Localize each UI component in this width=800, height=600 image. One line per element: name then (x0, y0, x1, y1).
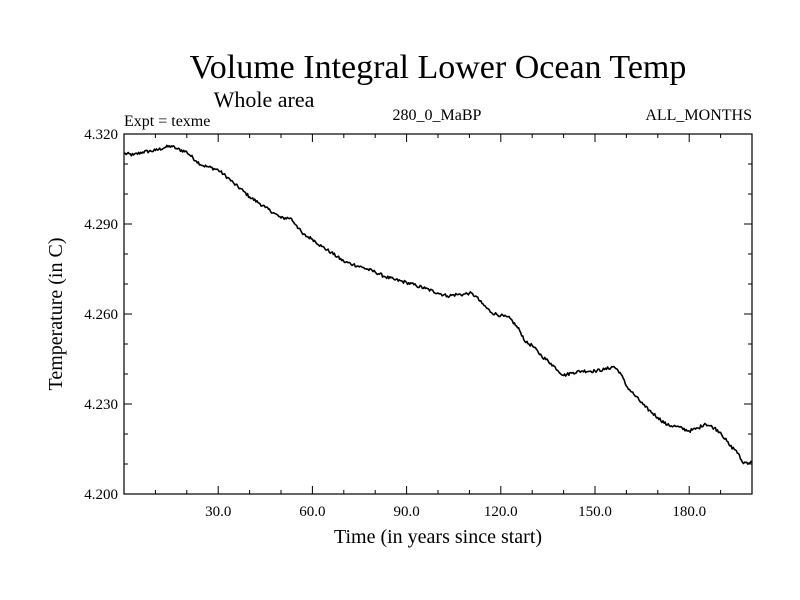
x-tick-label: 150.0 (578, 504, 612, 520)
x-tick-labels: 30.0 60.0 90.0 120.0 150.0 180.0 (205, 504, 706, 520)
y-tick-label: 4.260 (84, 307, 118, 323)
y-tick-labels: 4.200 4.230 4.260 4.290 4.320 (84, 127, 118, 503)
axis-ticks (124, 133, 752, 495)
months-annotation: ALL_MONTHS (645, 107, 752, 124)
y-axis-label: Temperature (in C) (45, 238, 67, 391)
y-tick-label: 4.320 (84, 127, 118, 143)
y-tick-label: 4.290 (84, 217, 118, 233)
x-tick-label: 180.0 (672, 504, 706, 520)
period-annotation: 280_0_MaBP (393, 107, 482, 124)
chart-subtitle: Whole area (214, 87, 315, 112)
x-axis-label: Time (in years since start) (334, 526, 542, 548)
series-group (123, 144, 753, 465)
x-tick-label: 90.0 (393, 504, 419, 520)
y-tick-label: 4.200 (84, 487, 118, 503)
series-line (123, 144, 753, 465)
expt-annotation: Expt = texme (124, 113, 210, 130)
y-tick-label: 4.230 (84, 397, 118, 413)
x-tick-label: 60.0 (299, 504, 325, 520)
x-tick-label: 120.0 (484, 504, 518, 520)
chart-title: Volume Integral Lower Ocean Temp (190, 49, 687, 86)
plot-frame (123, 133, 753, 495)
x-tick-label: 30.0 (205, 504, 231, 520)
